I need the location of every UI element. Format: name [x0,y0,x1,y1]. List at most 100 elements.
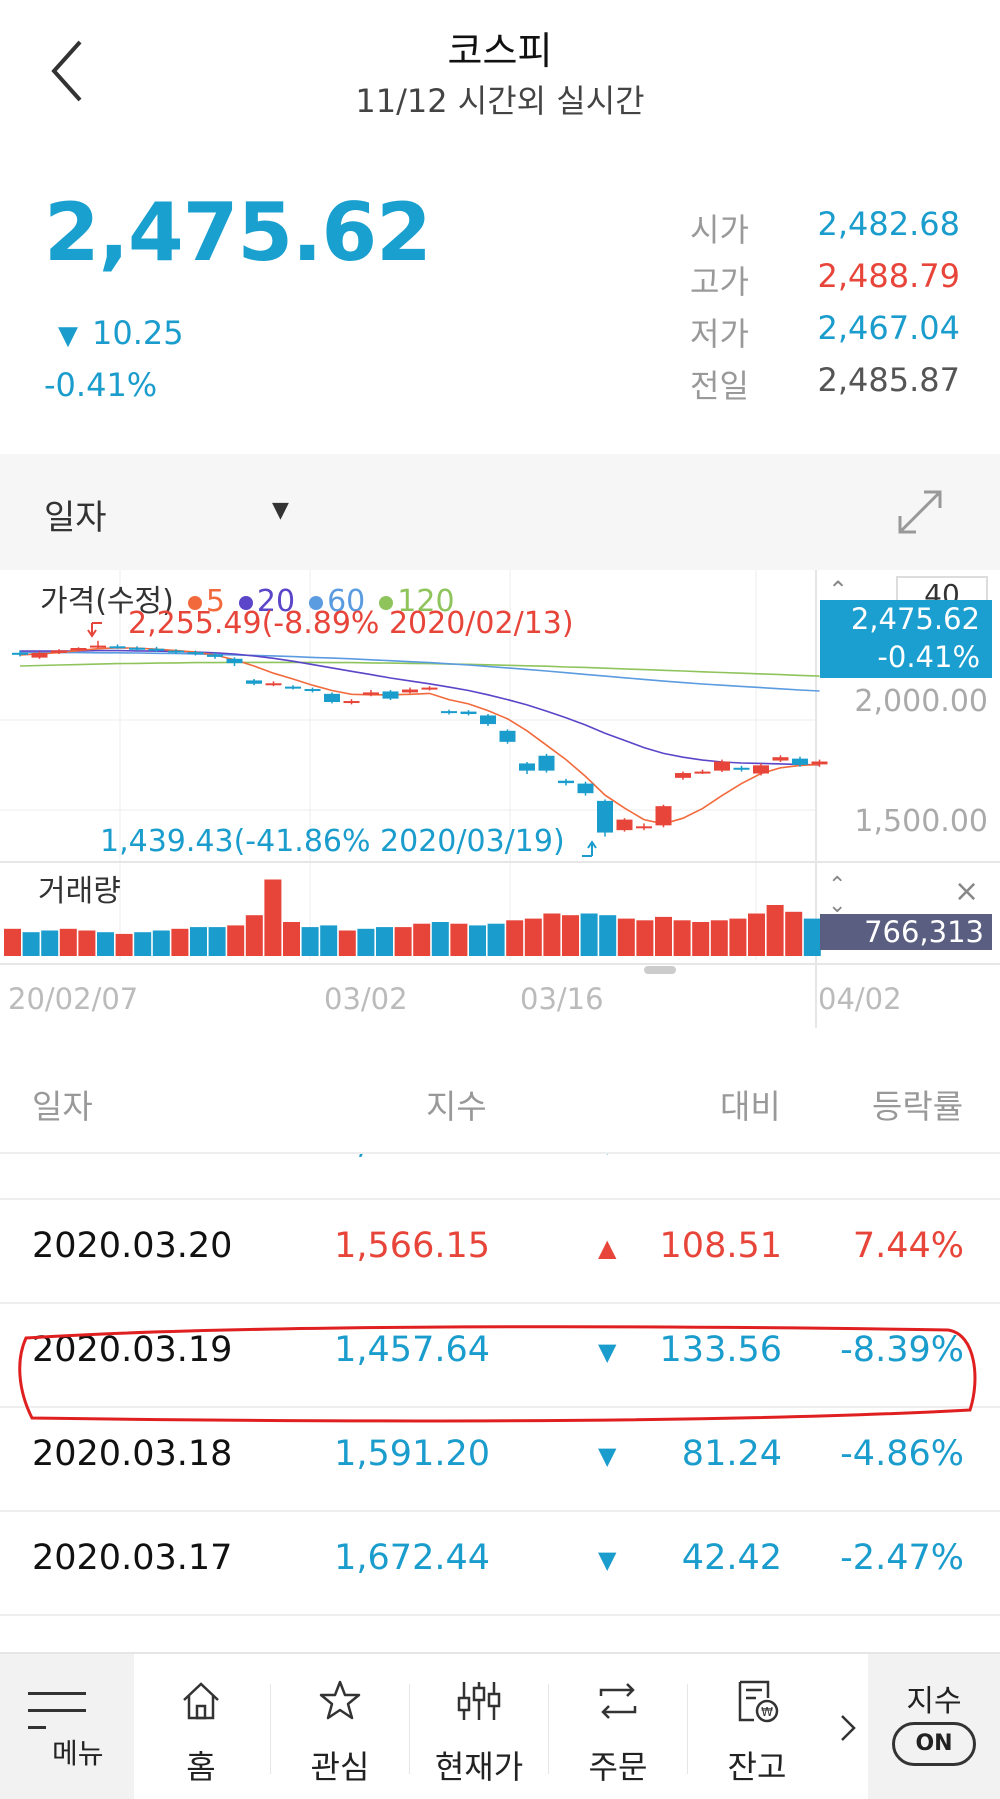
legend-title: 가격(수정) [40,584,174,619]
table-row[interactable]: 2020.03.18 1,591.20 ▼ 81.24 -4.86% [0,1408,1000,1512]
period-dropdown[interactable]: 일자 ▼ [44,490,294,538]
index-toggle-label: 지수 [906,1684,962,1719]
volume-scroll-icon[interactable]: ⌃ ⌄ [828,873,847,918]
moving-average-line [20,649,820,766]
price-chart[interactable]: 가격(수정) 5 20 60 120 2,255.49(-8.89% 2020/02/1… [0,570,1000,1028]
index-toggle-button[interactable]: 지수 ON [868,1654,1000,1799]
current-price-marker-pct: -0.41% [877,640,980,674]
candle-body [129,647,145,650]
volume-bar [320,925,338,956]
column-header-change: 대비 [720,1087,781,1126]
bottom-navigation: 메뉴 홈 관심 현재가 주문 [0,1652,1000,1799]
candle-body [246,680,262,684]
table-row[interactable]: 2020.03.23 1,482.46 ▼ 83.69 -5.34% [0,1154,1000,1200]
volume-bar [245,915,263,956]
volume-bar [562,915,579,956]
row-change-value: 83.69 [682,1154,782,1162]
y-axis-label: 1,500.00 [854,804,988,839]
table-row[interactable]: 2020.03.17 1,672.44 ▼ 42.42 -2.47% [0,1512,1000,1616]
volume-bar [115,933,133,956]
x-axis-label: 03/02 [324,982,408,1016]
volume-bar [506,920,524,956]
close-icon[interactable]: × [954,874,980,909]
table-row[interactable]: 2020.03.20 1,566.15 ▲ 108.51 7.44% [0,1200,1000,1304]
y-axis-label: 2,000.00 [854,684,988,719]
nav-more-button[interactable] [826,1698,870,1758]
volume-bar [655,916,672,956]
ohlc-row: 고가 2,488.79 [690,257,960,309]
volume-bar [4,928,21,956]
candle-body [324,693,340,702]
nav-item-current-price[interactable]: 현재가 [410,1654,548,1799]
down-arrow-icon: ▼ [598,1154,616,1158]
row-date: 2020.03.17 [32,1538,233,1578]
candle-body [675,773,691,778]
ohlc-label: 전일 [690,367,749,405]
legend-ma-label: 20 [256,584,296,619]
row-change-value: 42.42 [681,1538,782,1578]
volume-bar [729,918,747,956]
index-toggle-switch[interactable]: ON [892,1722,976,1766]
ohlc-value: 2,485.87 [817,361,961,399]
chart-canvas[interactable] [0,570,1000,1028]
chart-scroll-icon[interactable]: ⌃ [828,576,849,604]
candle-body [519,763,535,771]
ohlc-value: 2,488.79 [817,257,961,295]
nav-item-watchlist[interactable]: 관심 [271,1654,409,1799]
volume-bar [599,915,617,956]
candle-body [421,687,438,690]
expand-button[interactable] [892,484,948,540]
candle-body [51,650,67,653]
candle-body [148,648,165,651]
candle-body [285,686,301,689]
nav-item-label: 현재가 [434,1748,524,1786]
volume-bar [766,905,784,956]
down-arrow-icon: ▼ [598,1442,617,1470]
volume-bar [580,913,598,956]
candle-body [811,761,828,765]
nav-item-home[interactable]: 홈 [132,1654,270,1799]
expand-icon [898,490,942,534]
current-price-marker-value: 2,475.62 [850,602,980,636]
volume-bar [376,927,393,956]
volume-bar [710,920,728,956]
candle-body [304,689,321,692]
index-table[interactable]: 2020.03.23 1,482.46 ▼ 83.69 -5.34% 2020.03.20… [0,1154,1000,1652]
candle-body [733,767,750,770]
row-change-rate: 7.44% [852,1226,964,1266]
current-price-marker: 2,475.62 -0.41% [820,600,992,678]
volume-bar [394,927,412,956]
moving-average-line [19,661,820,677]
legend-ma-label: 120 [397,584,455,619]
volume-bar [431,922,449,956]
row-index-value: 1,482.46 [334,1154,490,1162]
volume-bar [190,927,207,956]
candle-body [31,652,48,658]
chevron-left-icon [51,40,82,102]
back-button[interactable] [44,36,94,106]
moving-average-line [19,646,820,825]
caret-down-icon: ▼ [272,498,289,523]
ohlc-row: 전일 2,485.87 [690,361,960,413]
volume-bar [22,932,40,956]
table-row[interactable]: 2020.03.19 1,457.64 ▼ 133.56 -8.39% [0,1304,1000,1408]
volume-bar [617,918,635,956]
balance-icon: ₩ [738,1680,779,1723]
row-change-rate: -4.86% [840,1434,964,1474]
nav-item-balance[interactable]: ₩ 잔고 [688,1654,826,1799]
row-change-rate: -8.39% [840,1330,964,1370]
candle-body [636,826,652,829]
ohlc-panel: 시가 2,482.68 고가 2,488.79 저가 2,467.04 전일 2,485.87 [690,205,960,413]
row-change-value: 133.56 [659,1330,782,1370]
low-annotation: 1,439.43(-41.86% 2020/03/19) [100,824,565,859]
menu-button[interactable]: 메뉴 [0,1654,134,1799]
candle-body [109,646,126,649]
price-change: ▼ 10.25 [58,314,184,352]
volume-bar [785,911,803,956]
chart-scroll-handle[interactable] [644,966,676,974]
column-header-rate: 등락률 [872,1087,964,1126]
volume-bar [227,925,245,956]
volume-bar [152,930,170,956]
menu-label: 메뉴 [52,1737,104,1770]
nav-item-order[interactable]: 주문 [549,1654,687,1799]
